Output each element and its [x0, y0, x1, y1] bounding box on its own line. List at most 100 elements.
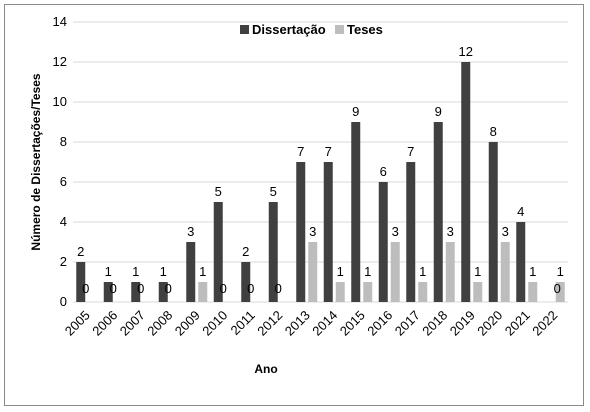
x-tick-label-2016: 2016	[364, 308, 395, 339]
x-tick-label-2015: 2015	[337, 308, 368, 339]
data-label-teses-2022: 1	[557, 264, 564, 279]
bar-dissertacao-2018	[433, 122, 443, 302]
x-tick-label-2014: 2014	[309, 308, 340, 339]
legend-label-teses: Teses	[347, 22, 383, 37]
bar-teses-2016	[390, 242, 400, 302]
x-tick-label-2013: 2013	[282, 308, 313, 339]
data-label-dissertacao-2020: 8	[490, 124, 497, 139]
x-axis-ticks: 2005200620072008200920102011201220132014…	[62, 308, 561, 339]
data-label-dissertacao-2009: 3	[187, 224, 194, 239]
data-label-dissertacao-2022: 0	[554, 281, 561, 296]
data-label-dissertacao-2005: 2	[77, 244, 84, 259]
data-label-dissertacao-2006: 1	[105, 264, 112, 279]
bar-teses-2009	[198, 282, 208, 302]
data-label-teses-2008: 0	[165, 281, 172, 296]
x-tick-label-2019: 2019	[447, 308, 478, 339]
bar-dissertacao-2008	[158, 282, 168, 302]
data-label-teses-2016: 3	[392, 224, 399, 239]
bar-teses-2013	[308, 242, 318, 302]
bar-teses-2021	[528, 282, 538, 302]
y-axis-ticks: 0 2 4 6 8 10 12 14	[53, 14, 67, 309]
data-label-teses-2015: 1	[364, 264, 371, 279]
bar-dissertacao-2021	[516, 222, 526, 302]
data-label-dissertacao-2019: 12	[459, 44, 473, 59]
bar-dissertacao-2005	[76, 262, 86, 302]
bar-dissertacao-2017	[406, 162, 416, 302]
bar-teses-2020	[500, 242, 510, 302]
data-label-teses-2013: 3	[309, 224, 316, 239]
legend: Dissertação Teses	[240, 22, 383, 37]
x-tick-label-2022: 2022	[529, 308, 560, 339]
y-tick-label: 2	[60, 254, 67, 269]
bar-teses-2015	[363, 282, 373, 302]
y-tick-label: 10	[53, 94, 67, 109]
bar-dissertacao-2007	[131, 282, 141, 302]
x-tick-label-2012: 2012	[254, 308, 285, 339]
x-tick-label-2008: 2008	[144, 308, 175, 339]
data-label-dissertacao-2007: 1	[132, 264, 139, 279]
y-tick-label: 6	[60, 174, 67, 189]
bar-dissertacao-2009	[186, 242, 196, 302]
bar-dissertacao-2015	[351, 122, 361, 302]
data-label-teses-2006: 0	[110, 281, 117, 296]
bar-teses-2018	[445, 242, 455, 302]
data-label-dissertacao-2012: 5	[270, 184, 277, 199]
y-tick-label: 12	[53, 54, 67, 69]
x-tick-label-2020: 2020	[474, 308, 505, 339]
bar-teses-2022	[555, 282, 565, 302]
bar-dissertacao-2019	[461, 62, 471, 302]
data-label-teses-2020: 3	[502, 224, 509, 239]
x-tick-label-2021: 2021	[502, 308, 533, 339]
y-tick-label: 8	[60, 134, 67, 149]
data-label-teses-2019: 1	[474, 264, 481, 279]
data-label-teses-2018: 3	[447, 224, 454, 239]
data-label-dissertacao-2021: 4	[517, 204, 524, 219]
x-axis-title: Ano	[254, 362, 277, 376]
data-label-dissertacao-2010: 5	[215, 184, 222, 199]
bar-dissertacao-2011	[241, 262, 251, 302]
bars	[76, 62, 565, 302]
bar-dissertacao-2013	[296, 162, 306, 302]
bar-dissertacao-2012	[268, 202, 278, 302]
y-tick-label: 14	[53, 14, 67, 29]
data-label-dissertacao-2014: 7	[325, 144, 332, 159]
data-label-dissertacao-2013: 7	[297, 144, 304, 159]
x-tick-label-2006: 2006	[89, 308, 120, 339]
data-label-teses-2014: 1	[337, 264, 344, 279]
x-tick-label-2007: 2007	[117, 308, 148, 339]
bar-dissertacao-2014	[323, 162, 333, 302]
bar-dissertacao-2020	[488, 142, 498, 302]
gridlines	[73, 21, 568, 303]
bar-dissertacao-2016	[378, 182, 388, 302]
y-tick-label: 0	[60, 294, 67, 309]
data-label-teses-2012: 0	[275, 281, 282, 296]
bar-dissertacao-2006	[103, 282, 113, 302]
chart-frame	[4, 4, 584, 406]
x-tick-label-2017: 2017	[392, 308, 423, 339]
x-tick-label-2011: 2011	[227, 308, 257, 338]
x-tick-label-2018: 2018	[419, 308, 450, 339]
x-tick-label-2009: 2009	[172, 308, 203, 339]
data-label-dissertacao-2017: 7	[407, 144, 414, 159]
data-label-teses-2005: 0	[82, 281, 89, 296]
y-axis-title: Número de Dissertações/Teses	[29, 73, 43, 251]
bar-teses-2017	[418, 282, 428, 302]
x-tick-label-2010: 2010	[199, 308, 230, 339]
data-label-dissertacao-2016: 6	[380, 164, 387, 179]
data-label-teses-2007: 0	[137, 281, 144, 296]
legend-label-dissertacao: Dissertação	[252, 22, 326, 37]
data-label-teses-2010: 0	[220, 281, 227, 296]
data-label-teses-2017: 1	[419, 264, 426, 279]
bar-dissertacao-2010	[213, 202, 223, 302]
data-label-teses-2011: 0	[247, 281, 254, 296]
bar-teses-2014	[335, 282, 345, 302]
y-tick-label: 4	[60, 214, 67, 229]
legend-swatch-dissertacao	[240, 25, 249, 34]
data-label-teses-2021: 1	[529, 264, 536, 279]
data-label-dissertacao-2015: 9	[352, 104, 359, 119]
legend-swatch-teses	[335, 25, 344, 34]
data-label-dissertacao-2018: 9	[435, 104, 442, 119]
x-tick-label-2005: 2005	[62, 308, 93, 339]
